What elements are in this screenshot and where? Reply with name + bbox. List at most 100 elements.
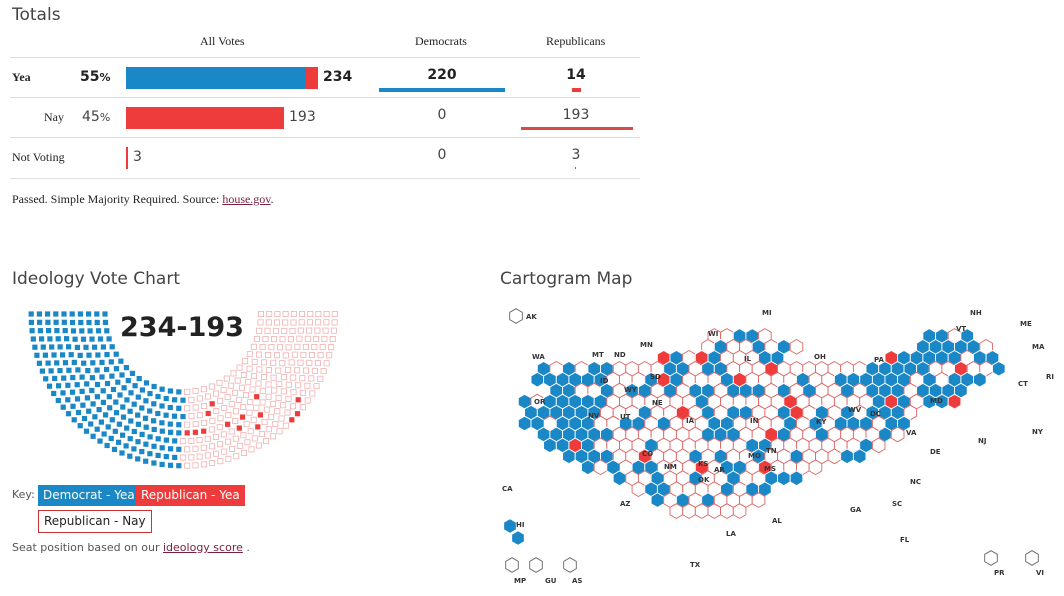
key-republican-nay: Republican - Nay xyxy=(38,510,152,533)
hi-hex[interactable] xyxy=(511,530,525,546)
ideology-score-link[interactable]: ideology score xyxy=(163,541,243,554)
district-rep-nay-hex[interactable] xyxy=(669,503,684,519)
seat-democrat-yea xyxy=(151,418,157,424)
district-rep-nay-hex[interactable] xyxy=(682,503,696,519)
yea-rep-count: 14 xyxy=(566,67,586,83)
state-label-ia: IA xyxy=(686,417,695,425)
district-rep-nay-hex[interactable] xyxy=(593,459,608,476)
seat-democrat-yea xyxy=(106,336,112,342)
district-dem-yea-hex[interactable] xyxy=(581,459,595,476)
seat-republican-nay xyxy=(278,415,285,422)
hi-hex[interactable] xyxy=(503,518,517,534)
district-rep-nay-hex[interactable] xyxy=(694,503,709,519)
seat-republican-nay xyxy=(259,387,266,394)
seat-republican-nay xyxy=(313,335,320,342)
seat-republican-nay xyxy=(284,409,291,416)
seat-democrat-yea xyxy=(129,370,136,376)
seat-republican-nay xyxy=(323,360,330,367)
district-dem-yea-hex[interactable] xyxy=(612,470,627,487)
seat-republican-nay xyxy=(249,386,256,393)
seat-republican-nay xyxy=(204,452,211,459)
seat-republican-yea xyxy=(201,428,207,434)
seat-democrat-yea xyxy=(84,381,90,387)
seat-republican-nay xyxy=(209,459,216,466)
seat-republican-nay xyxy=(266,311,273,317)
seat-democrat-yea xyxy=(135,456,141,462)
vi-hex[interactable] xyxy=(1025,550,1039,566)
state-label-sc: SC xyxy=(892,500,902,508)
seat-republican-nay xyxy=(227,382,234,389)
district-dem-yea-hex[interactable] xyxy=(992,360,1006,377)
seat-democrat-yea xyxy=(90,401,96,407)
row-not-voting: Not Voting 3 0 3 xyxy=(10,137,640,179)
seat-democrat-yea xyxy=(131,446,137,452)
district-rep-nay-hex[interactable] xyxy=(890,426,905,443)
seat-democrat-yea xyxy=(83,428,90,434)
seat-note: Seat position based on our ideology scor… xyxy=(12,541,250,554)
seat-republican-nay xyxy=(302,343,309,350)
seat-republican-nay xyxy=(196,437,203,444)
district-dem-yea-hex[interactable] xyxy=(789,470,804,487)
state-label-id: ID xyxy=(600,377,609,385)
district-dem-yea-hex[interactable] xyxy=(517,415,532,432)
district-dem-yea-hex[interactable] xyxy=(777,470,791,487)
district-dem-yea-hex[interactable] xyxy=(973,371,987,388)
yea-total: 234 xyxy=(323,69,353,85)
district-rep-nay-hex[interactable] xyxy=(789,338,804,355)
district-dem-yea-hex[interactable] xyxy=(650,492,665,508)
seat-democrat-yea xyxy=(128,390,134,396)
state-label-nv: NV xyxy=(588,412,600,420)
seat-republican-nay xyxy=(184,388,191,395)
ak-hex[interactable] xyxy=(509,308,523,324)
seat-republican-nay xyxy=(317,375,324,382)
district-dem-yea-hex[interactable] xyxy=(840,448,854,465)
seat-republican-nay xyxy=(265,393,272,400)
state-label-ks: KS xyxy=(698,460,708,468)
district-dem-yea-hex[interactable] xyxy=(530,371,545,388)
state-label-oh: OH xyxy=(814,353,826,361)
seat-democrat-yea xyxy=(65,382,71,388)
district-rep-nay-hex[interactable] xyxy=(707,503,722,519)
district-dem-yea-hex[interactable] xyxy=(543,437,557,454)
seat-democrat-yea xyxy=(88,421,94,427)
map-title: Cartogram Map xyxy=(500,269,633,289)
district-rep-nay-hex[interactable] xyxy=(871,437,886,454)
state-label-mi: MI xyxy=(762,309,772,317)
district-rep-nay-hex[interactable] xyxy=(732,503,747,519)
district-rep-nay-hex[interactable] xyxy=(720,503,734,519)
mp-hex[interactable] xyxy=(505,557,519,573)
district-dem-yea-hex[interactable] xyxy=(852,448,867,465)
seat-democrat-yea xyxy=(69,389,76,395)
not-voting-bar xyxy=(126,147,128,169)
seat-democrat-yea xyxy=(68,352,74,358)
district-rep-nay-hex[interactable] xyxy=(631,481,646,498)
seat-republican-nay xyxy=(247,428,254,435)
seat-republican-nay xyxy=(285,381,292,388)
state-label-ak: AK xyxy=(526,313,537,321)
district-rep-nay-hex[interactable] xyxy=(827,448,842,465)
seat-democrat-yea xyxy=(86,408,92,414)
seat-democrat-yea xyxy=(142,415,149,421)
seat-republican-nay xyxy=(317,352,324,359)
seat-democrat-yea xyxy=(40,344,46,350)
district-dem-yea-hex[interactable] xyxy=(562,448,576,465)
as-hex[interactable] xyxy=(563,557,577,573)
seat-republican-nay xyxy=(289,327,296,334)
seat-democrat-yea xyxy=(70,403,76,409)
seat-republican-nay xyxy=(315,319,322,326)
header-republicans: Republicans xyxy=(546,34,606,48)
district-rep-nay-hex[interactable] xyxy=(808,459,823,476)
district-rep-yea-hex[interactable] xyxy=(947,393,962,410)
pr-hex[interactable] xyxy=(984,550,998,566)
seat-democrat-yea xyxy=(172,397,178,403)
seat-republican-yea xyxy=(257,412,263,418)
seat-republican-nay xyxy=(251,373,258,380)
seat-republican-nay xyxy=(240,432,247,439)
seat-republican-nay xyxy=(192,462,199,469)
nay-rep-bar xyxy=(126,107,284,129)
gu-hex[interactable] xyxy=(529,557,543,573)
source-link[interactable]: house.gov xyxy=(222,192,271,206)
seat-republican-nay xyxy=(285,366,292,373)
district-rep-nay-hex[interactable] xyxy=(751,492,766,508)
seat-republican-nay xyxy=(188,413,195,420)
